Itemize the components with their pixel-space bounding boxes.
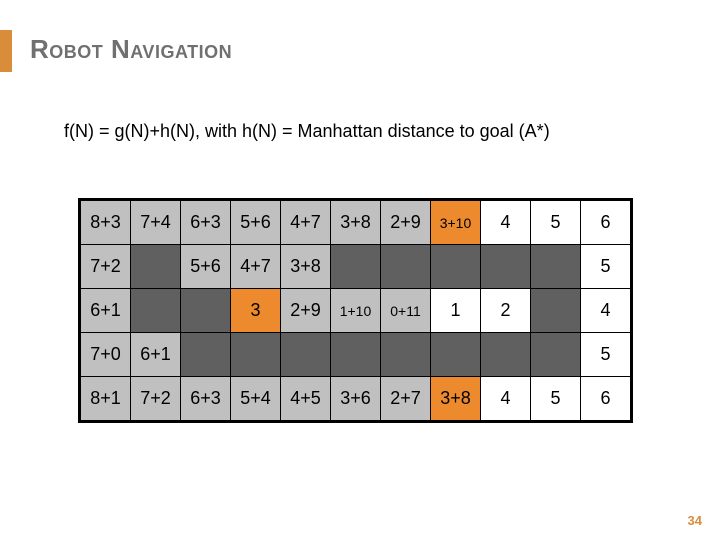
grid-cell: 6+1 (81, 289, 131, 333)
grid-cell (381, 333, 431, 377)
grid-cell (531, 289, 581, 333)
grid-cell: 7+4 (131, 201, 181, 245)
grid-cell: 4+5 (281, 377, 331, 421)
grid-cell (281, 333, 331, 377)
slide-title: Robot Navigation (30, 34, 232, 65)
grid-cell: 5+6 (231, 201, 281, 245)
grid-cell: 5 (531, 377, 581, 421)
grid-cell: 4 (581, 289, 631, 333)
description-text: f(N) = g(N)+h(N), with h(N) = Manhattan … (64, 120, 624, 143)
grid-cell: 2+7 (381, 377, 431, 421)
grid-cell: 4+7 (281, 201, 331, 245)
grid-cell: 4 (481, 201, 531, 245)
grid-cell: 7+0 (81, 333, 131, 377)
grid-cell: 6 (581, 377, 631, 421)
grid-cell: 3+8 (431, 377, 481, 421)
grid-cell: 5+4 (231, 377, 281, 421)
grid-cell (131, 245, 181, 289)
grid-container: 8+37+46+35+64+73+82+93+104567+25+64+73+8… (78, 198, 633, 423)
navigation-grid: 8+37+46+35+64+73+82+93+104567+25+64+73+8… (80, 200, 631, 421)
grid-cell: 1 (431, 289, 481, 333)
grid-cell: 5 (531, 201, 581, 245)
grid-cell: 4+7 (231, 245, 281, 289)
grid-cell (331, 333, 381, 377)
grid-cell: 6+3 (181, 377, 231, 421)
grid-cell: 6+3 (181, 201, 231, 245)
grid-cell: 3+6 (331, 377, 381, 421)
grid-cell: 0+11 (381, 289, 431, 333)
grid-cell: 3 (231, 289, 281, 333)
grid-cell (531, 245, 581, 289)
grid-cell (381, 245, 431, 289)
grid-cell (531, 333, 581, 377)
grid-cell (481, 333, 531, 377)
grid-cell: 3+10 (431, 201, 481, 245)
grid-cell: 6 (581, 201, 631, 245)
accent-bar (0, 30, 12, 72)
grid-cell: 2+9 (381, 201, 431, 245)
grid-cell: 5 (581, 333, 631, 377)
grid-cell (481, 245, 531, 289)
grid-cell: 1+10 (331, 289, 381, 333)
page-number: 34 (688, 513, 702, 528)
grid-cell: 3+8 (331, 201, 381, 245)
grid-cell: 2+9 (281, 289, 331, 333)
grid-cell (431, 333, 481, 377)
grid-cell (131, 289, 181, 333)
grid-cell: 8+3 (81, 201, 131, 245)
grid-cell: 5 (581, 245, 631, 289)
grid-cell: 8+1 (81, 377, 131, 421)
grid-cell (231, 333, 281, 377)
grid-cell: 7+2 (131, 377, 181, 421)
grid-cell: 7+2 (81, 245, 131, 289)
grid-cell (331, 245, 381, 289)
grid-cell: 4 (481, 377, 531, 421)
grid-cell: 3+8 (281, 245, 331, 289)
grid-cell (181, 333, 231, 377)
grid-cell (181, 289, 231, 333)
grid-cell: 2 (481, 289, 531, 333)
grid-cell: 5+6 (181, 245, 231, 289)
grid-cell (431, 245, 481, 289)
grid-cell: 6+1 (131, 333, 181, 377)
